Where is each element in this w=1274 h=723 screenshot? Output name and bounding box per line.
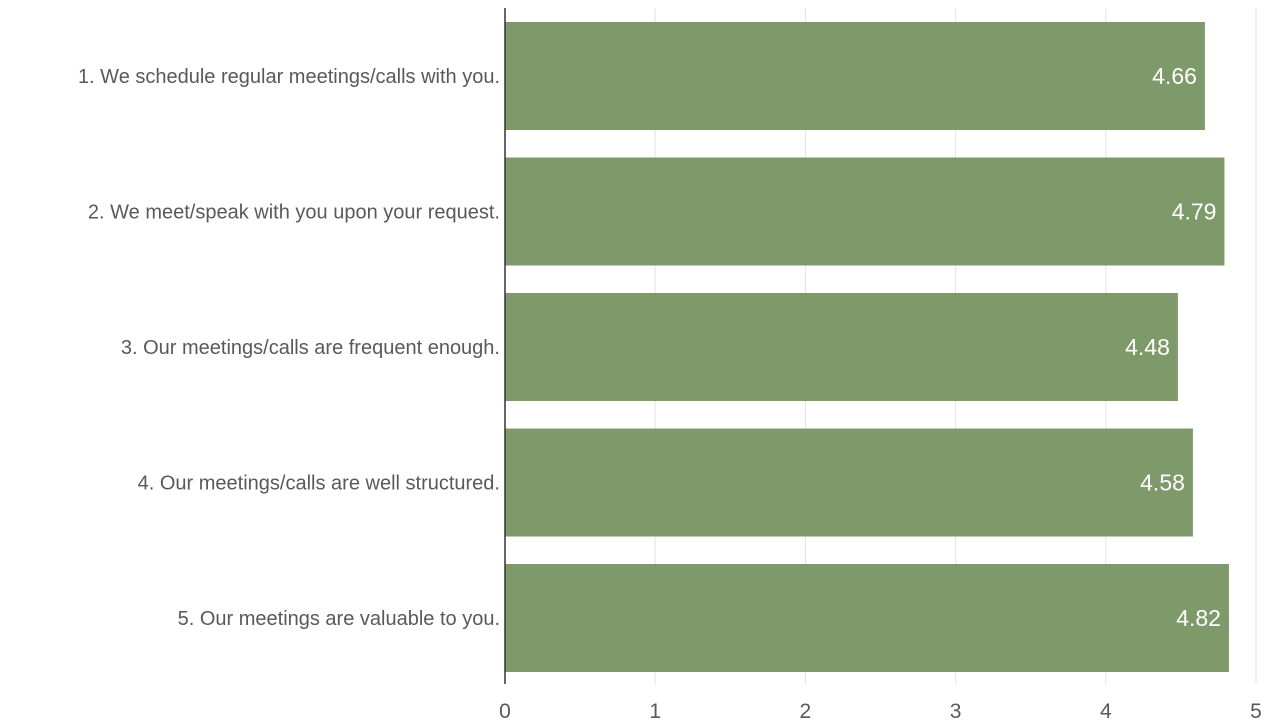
bar-value-label: 4.58	[1140, 470, 1185, 496]
bar-value-label: 4.79	[1172, 199, 1217, 225]
x-tick-label: 3	[950, 700, 962, 723]
category-label: 2. We meet/speak with you upon your requ…	[88, 202, 500, 224]
bar	[505, 157, 1225, 266]
x-tick-label: 2	[800, 700, 812, 723]
category-label: 5. Our meetings are valuable to you.	[178, 608, 500, 630]
bar	[505, 293, 1178, 401]
category-label: 3. Our meetings/calls are frequent enoug…	[121, 337, 500, 359]
bar-value-label: 4.48	[1125, 334, 1170, 360]
x-tick-label: 5	[1250, 700, 1262, 723]
bar-value-label: 4.82	[1176, 605, 1221, 631]
labels-layer: 0 1 2 3 4 5 4.66 1. We schedule regular meeting…	[78, 63, 1262, 723]
x-tick-label: 4	[1100, 700, 1112, 723]
category-label: 4. Our meetings/calls are well structure…	[138, 473, 500, 495]
bar	[505, 22, 1205, 130]
x-tick-label: 0	[499, 700, 511, 723]
x-tick-label: 1	[649, 700, 661, 723]
bar-value-label: 4.66	[1152, 63, 1197, 89]
category-label: 1. We schedule regular meetings/calls wi…	[78, 66, 500, 88]
bar	[505, 564, 1229, 672]
bar	[505, 428, 1193, 537]
bars-layer	[505, 22, 1229, 672]
